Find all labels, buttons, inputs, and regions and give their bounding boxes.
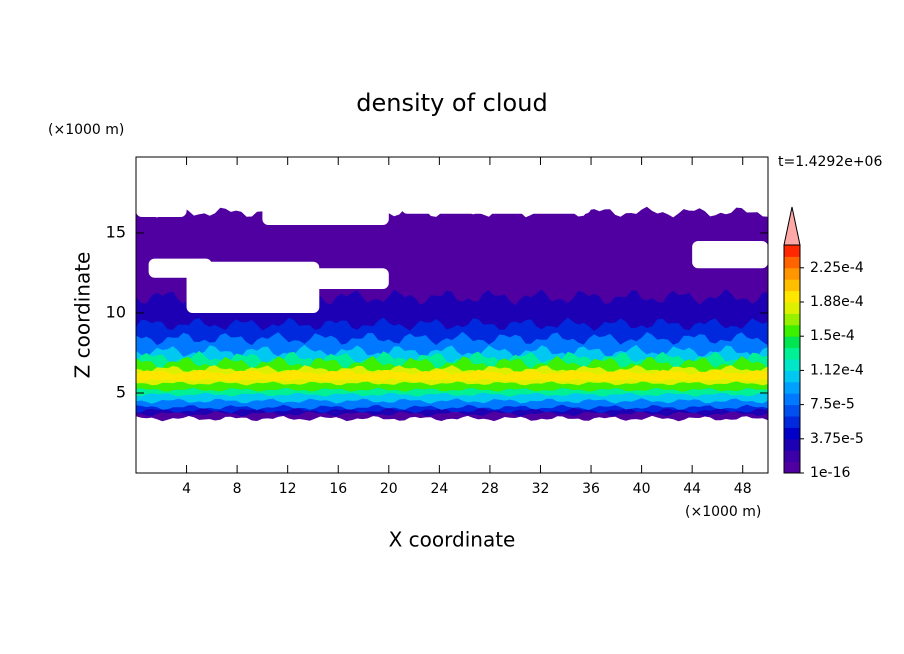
x-tick-label: 40 (633, 481, 651, 497)
colorbar-band (784, 381, 800, 394)
colorbar-band (784, 461, 800, 474)
colorbar-band (784, 302, 800, 314)
colorbar-band (784, 256, 800, 269)
colorbar-band (784, 450, 800, 463)
colorbar-band (784, 359, 800, 371)
x-tick-label: 36 (582, 481, 600, 497)
colorbar-band (784, 393, 800, 406)
colorbar-band (784, 279, 800, 292)
colorbar-tick-label: 1.12e-4 (810, 362, 864, 378)
contour-band (136, 369, 768, 382)
colorbar-tick-label: 1e-16 (810, 465, 850, 481)
cloud-gap (287, 268, 389, 289)
colorbar-tick-label: 2.25e-4 (810, 260, 864, 276)
cloud-gap (136, 193, 187, 217)
axes (135, 156, 769, 474)
y-axis-label: Z coordinate (71, 252, 95, 379)
colorbar-tick-label: 7.5e-5 (810, 397, 855, 413)
colorbar-band (784, 416, 800, 428)
x-tick-label: 44 (683, 481, 701, 497)
y-tick-label: 5 (116, 383, 126, 402)
cloud-gap (186, 261, 320, 313)
x-tick-label: 28 (481, 481, 499, 497)
colorbar-tick-label: 3.75e-5 (810, 431, 864, 447)
time-label: t=1.4292e+06 (778, 154, 882, 170)
x-unit: (×1000 m) (685, 504, 761, 520)
x-tick-label: 8 (233, 481, 242, 497)
colorbar-band (784, 324, 800, 337)
x-axis-label: X coordinate (389, 528, 516, 552)
colorbar-band (784, 267, 800, 280)
colorbar-band (784, 370, 800, 383)
colorbar-band (784, 404, 800, 417)
contour-field (136, 193, 768, 422)
cloud-gap (401, 193, 592, 214)
y-tick-label: 15 (106, 223, 126, 242)
x-tick-label: 16 (329, 481, 347, 497)
colorbar-tick-label: 1.5e-4 (810, 328, 855, 344)
colorbar-frame (783, 244, 801, 474)
colorbar-band (784, 313, 800, 326)
x-tick-label: 20 (380, 481, 398, 497)
cloud-gap (148, 258, 212, 278)
cloud-gap (262, 193, 389, 225)
colorbar-tick-label: 1.88e-4 (810, 294, 864, 310)
x-tick-label: 12 (279, 481, 297, 497)
colorbar-band (784, 427, 800, 440)
y-unit: (×1000 m) (48, 122, 124, 138)
colorbar-band (784, 438, 800, 451)
cloud-gap (692, 241, 768, 269)
plot-frame (135, 156, 769, 474)
colorbar-extend (783, 206, 801, 246)
x-tick-label: 32 (532, 481, 550, 497)
colorbar-band (784, 347, 800, 360)
x-tick-label: 48 (734, 481, 752, 497)
y-tick-label: 10 (106, 303, 126, 322)
colorbar-band (784, 336, 800, 349)
x-tick-label: 24 (430, 481, 448, 497)
colorbar-band (784, 245, 800, 257)
colorbar-band (784, 290, 800, 303)
chart-title: density of cloud (356, 89, 547, 117)
x-tick-label: 4 (182, 481, 191, 497)
